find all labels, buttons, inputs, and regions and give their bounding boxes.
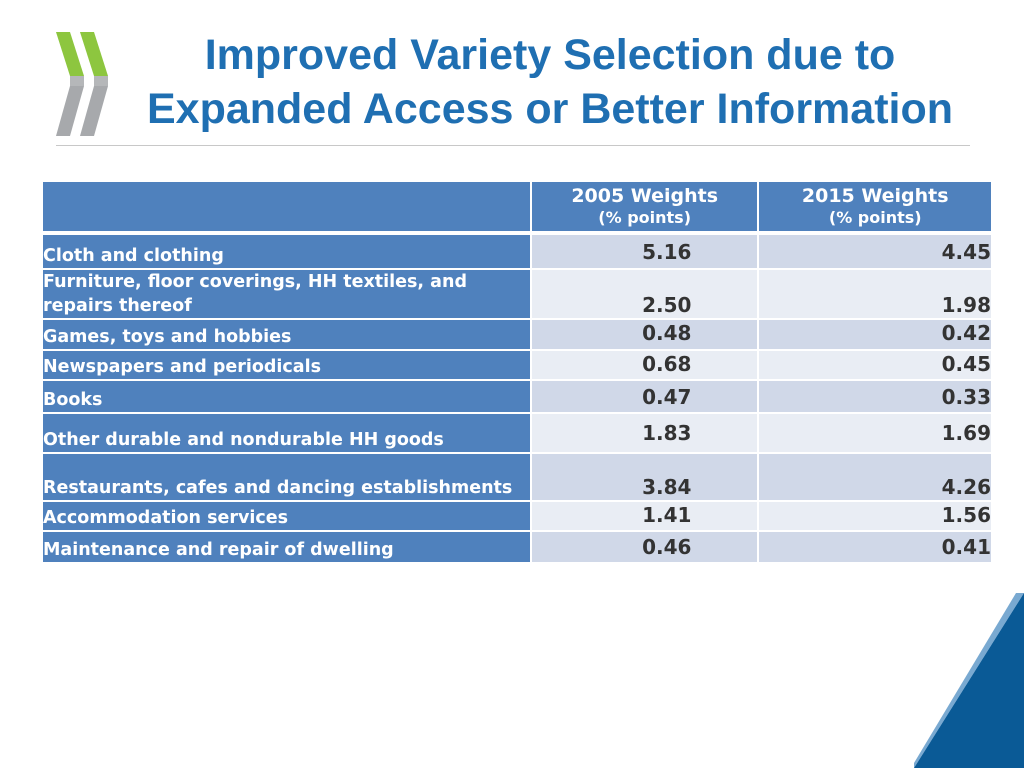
value-2005: 0.46 <box>529 531 760 564</box>
row-label: Games, toys and hobbies <box>41 319 532 351</box>
value-2015: 1.56 <box>757 501 993 532</box>
table-row: Furniture, floor coverings, HH textiles,… <box>41 269 993 320</box>
value-2015: 4.26 <box>757 453 993 502</box>
title-divider <box>56 145 970 146</box>
table-row: Maintenance and repair of dwelling 0.46 … <box>41 531 993 564</box>
weights-table: 2005 Weights (% points) 2015 Weights (% … <box>41 182 993 564</box>
value-2005: 3.84 <box>529 453 760 502</box>
value-2005: 1.83 <box>529 413 760 454</box>
table-row: Cloth and clothing 5.16 4.45 <box>41 233 993 270</box>
table-header-row: 2005 Weights (% points) 2015 Weights (% … <box>41 182 993 235</box>
header-2015-title: 2015 Weights <box>801 185 949 207</box>
row-label: Other durable and nondurable HH goods <box>41 413 532 454</box>
title-line-2: Expanded Access or Better Information <box>146 85 954 133</box>
table-row: Other durable and nondurable HH goods 1.… <box>41 413 993 454</box>
value-2015: 0.33 <box>757 380 993 414</box>
table-row: Books 0.47 0.33 <box>41 380 993 414</box>
header-2015-unit: (% points) <box>828 208 922 227</box>
row-label: Restaurants, cafes and dancing establish… <box>41 453 532 502</box>
header-2005-weights: 2005 Weights (% points) <box>529 182 760 235</box>
header-2005-unit: (% points) <box>598 208 692 227</box>
table-row: Restaurants, cafes and dancing establish… <box>41 453 993 502</box>
row-label: Maintenance and repair of dwelling <box>41 531 532 564</box>
value-2015: 0.42 <box>757 319 993 351</box>
value-2005: 0.48 <box>529 319 760 351</box>
table-row: Games, toys and hobbies 0.48 0.42 <box>41 319 993 351</box>
page-title: Improved Variety Selection due to Expand… <box>100 28 1000 136</box>
header-label-cell <box>41 182 532 235</box>
row-label: Accommodation services <box>41 501 532 532</box>
value-2015: 0.45 <box>757 350 993 381</box>
corner-triangle-decoration-icon <box>914 593 1024 768</box>
value-2005: 5.16 <box>529 233 760 270</box>
title-line-1: Improved Variety Selection due to <box>204 31 896 79</box>
value-2015: 1.98 <box>757 269 993 320</box>
table-row: Accommodation services 1.41 1.56 <box>41 501 993 532</box>
row-label: Newspapers and periodicals <box>41 350 532 381</box>
value-2005: 2.50 <box>529 269 760 320</box>
value-2015: 1.69 <box>757 413 993 454</box>
header-2005-title: 2005 Weights <box>571 185 719 207</box>
row-label: Furniture, floor coverings, HH textiles,… <box>41 269 532 320</box>
value-2005: 0.68 <box>529 350 760 381</box>
oecd-chevron-logo-icon <box>56 32 108 136</box>
row-label: Cloth and clothing <box>41 233 532 270</box>
header-2015-weights: 2015 Weights (% points) <box>757 182 993 235</box>
value-2015: 0.41 <box>757 531 993 564</box>
value-2015: 4.45 <box>757 233 993 270</box>
row-label: Books <box>41 380 532 414</box>
value-2005: 1.41 <box>529 501 760 532</box>
value-2005: 0.47 <box>529 380 760 414</box>
table-row: Newspapers and periodicals 0.68 0.45 <box>41 350 993 381</box>
